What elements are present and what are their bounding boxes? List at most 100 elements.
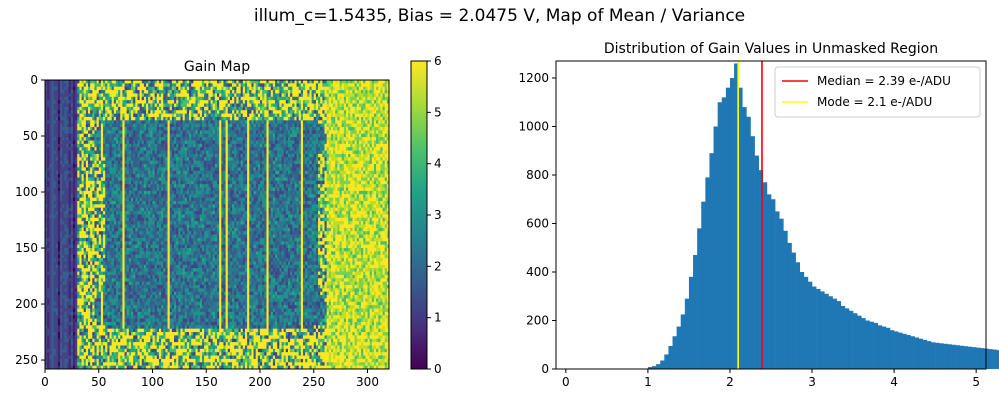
heatmap-cell — [309, 164, 312, 168]
heatmap-cell — [298, 83, 302, 88]
heatmap-cell — [352, 116, 355, 121]
heatmap-cell — [75, 120, 78, 125]
heatmap-cell — [253, 90, 257, 94]
heatmap-cell — [75, 160, 78, 165]
heatmap-cell — [191, 150, 194, 155]
heatmap-cell — [335, 170, 338, 175]
heatmap-cell — [79, 174, 82, 178]
heatmap-cell — [161, 153, 164, 158]
heatmap-cell — [128, 110, 132, 115]
heatmap-cell — [85, 130, 89, 135]
heatmap-cell — [150, 143, 153, 148]
heatmap-cell — [264, 137, 267, 141]
heatmap-cell — [105, 184, 108, 188]
heatmap-cell — [303, 150, 306, 155]
heatmap-cell — [154, 140, 158, 145]
heatmap-cell — [350, 140, 353, 145]
heatmap-cell — [296, 116, 300, 121]
heatmap-cell — [227, 110, 231, 115]
heatmap-cell — [111, 86, 115, 91]
heatmap-cell — [120, 103, 123, 108]
heatmap-cell — [352, 150, 355, 155]
heatmap-cell — [244, 106, 248, 111]
heatmap-cell — [55, 140, 59, 145]
heatmap-cell — [236, 167, 239, 172]
heatmap-cell — [363, 103, 366, 108]
heatmap-cell — [266, 103, 269, 108]
heatmap-cell — [234, 93, 237, 98]
heatmap-cell — [189, 120, 192, 125]
heatmap-cell — [330, 153, 334, 158]
heatmap-cell — [137, 110, 140, 115]
heatmap-cell — [277, 164, 280, 168]
heatmap-cell — [77, 96, 80, 101]
heatmap-cell — [358, 106, 362, 111]
heatmap-cell — [146, 170, 149, 175]
heatmap-cell — [135, 157, 138, 162]
heatmap-cell — [328, 110, 332, 115]
heatmap-cell — [208, 150, 211, 155]
heatmap-cell — [45, 127, 48, 131]
heatmap-cell — [356, 150, 360, 155]
heatmap-cell — [208, 170, 211, 175]
heatmap-cell — [204, 137, 207, 141]
heatmap-cell — [197, 157, 201, 162]
heatmap-cell — [270, 103, 274, 108]
heatmap-cell — [236, 174, 239, 178]
heatmap-cell — [55, 174, 59, 178]
heatmap-cell — [225, 120, 229, 125]
heatmap-cell — [356, 120, 360, 125]
heatmap-cell — [367, 174, 371, 178]
heatmap-cell — [296, 120, 300, 125]
heatmap-cell — [193, 160, 196, 165]
heatmap-cell — [70, 180, 74, 185]
heatmap-cell — [171, 137, 175, 141]
heatmap-cell — [386, 177, 390, 182]
heatmap-cell — [318, 83, 321, 88]
heatmap-cell — [103, 170, 106, 175]
heatmap-cell — [227, 127, 231, 131]
heatmap-cell — [285, 130, 289, 135]
heatmap-cell — [300, 130, 304, 135]
heatmap-cell — [378, 170, 381, 175]
heatmap-cell — [268, 116, 272, 121]
heatmap-cell — [253, 170, 257, 175]
heatmap-cell — [324, 180, 328, 185]
heatmap-cell — [371, 86, 375, 91]
heatmap-cell — [105, 103, 108, 108]
heatmap-cell — [83, 110, 87, 115]
heatmap-cell — [240, 110, 244, 115]
heatmap-cell — [285, 170, 289, 175]
heatmap-cell — [328, 133, 332, 138]
heatmap-cell — [300, 174, 304, 178]
heatmap-cell — [85, 160, 89, 165]
heatmap-cell — [386, 137, 390, 141]
heatmap-cell — [49, 137, 52, 141]
heatmap-cell — [326, 100, 330, 104]
heatmap-cell — [92, 83, 95, 88]
heatmap-cell — [199, 167, 203, 172]
heatmap-cell — [238, 123, 242, 128]
heatmap-cell — [384, 147, 388, 151]
heatmap-cell — [133, 116, 136, 121]
heatmap-cell — [361, 103, 364, 108]
heatmap-cell — [311, 123, 315, 128]
heatmap-cell — [384, 167, 388, 172]
heatmap-cell — [356, 177, 360, 182]
heatmap-cell — [382, 116, 386, 121]
heatmap-cell — [307, 153, 310, 158]
heatmap-cell — [335, 103, 338, 108]
heatmap-cell — [165, 150, 168, 155]
heatmap-cell — [361, 170, 364, 175]
heatmap-cell — [255, 153, 259, 158]
heatmap-cell — [328, 167, 332, 172]
heatmap-cell — [96, 123, 100, 128]
heatmap-cell — [313, 127, 317, 131]
heatmap-cell — [339, 177, 343, 182]
heatmap-cell — [178, 120, 181, 125]
heatmap-cell — [335, 160, 338, 165]
heatmap-cell — [227, 96, 231, 101]
heatmap-cell — [367, 143, 371, 148]
heatmap-cell — [62, 100, 65, 104]
heatmap-cell — [356, 100, 360, 104]
